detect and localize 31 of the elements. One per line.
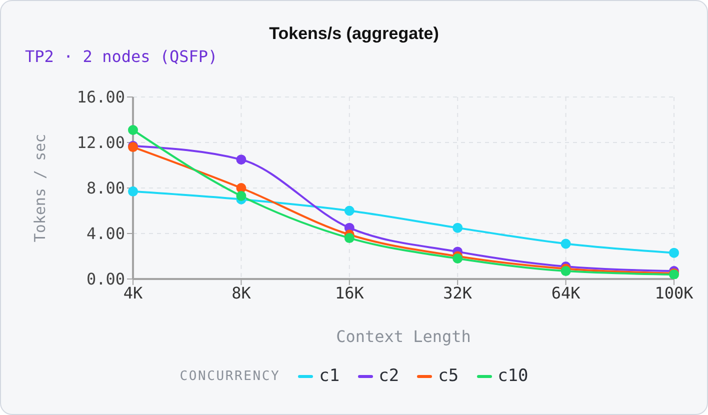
- point: [236, 154, 246, 165]
- y-axis-title: Tokens / sec: [31, 134, 49, 242]
- point: [560, 266, 571, 276]
- legend-title: CONCURRENCY: [180, 368, 280, 384]
- y-tick-label: 4.00: [86, 224, 125, 244]
- y-tick-label: 12.00: [76, 133, 125, 152]
- y-tick-label: 0.00: [86, 270, 125, 289]
- x-axis-title: Context Length: [335, 327, 472, 346]
- x-tick-label: 4K: [123, 283, 143, 302]
- point: [560, 238, 571, 249]
- point: [452, 254, 463, 264]
- y-tick-label: 16.00: [76, 88, 125, 107]
- point: [344, 206, 354, 216]
- x-tick-label: 8K: [232, 283, 252, 302]
- x-tick-label: 16K: [334, 283, 364, 302]
- point: [236, 190, 246, 201]
- legend-label: c5: [438, 366, 459, 386]
- chart-title: Tokens/s (aggregate): [268, 24, 440, 44]
- x-tick-label: 32K: [443, 283, 472, 302]
- legend-label: c10: [498, 366, 528, 386]
- point: [669, 248, 679, 258]
- point: [128, 186, 138, 196]
- x-tick-label: 100K: [654, 283, 694, 302]
- legend-label: c2: [378, 366, 400, 386]
- legend-label: c1: [319, 366, 340, 386]
- point: [452, 222, 463, 233]
- point: [128, 124, 138, 135]
- chart-subtitle: TP2 · 2 nodes (QSFP): [25, 47, 218, 66]
- y-tick-label: 8.00: [86, 178, 125, 198]
- x-tick-label: 64K: [551, 283, 581, 302]
- point: [344, 233, 354, 244]
